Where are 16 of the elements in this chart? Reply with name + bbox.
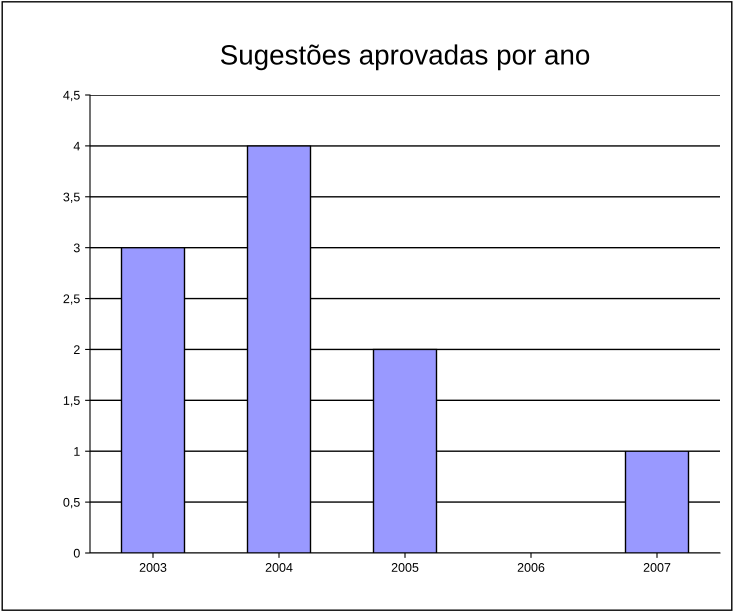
x-tick-label: 2005 — [392, 563, 418, 572]
y-tick-label: 1 — [74, 447, 80, 456]
y-tick-label: 2 — [74, 345, 80, 354]
y-tick-label: 3 — [74, 243, 80, 252]
chart-title: Sugestões aprovadas por ano — [220, 44, 590, 70]
x-tick-label: 2007 — [644, 563, 670, 572]
y-tick-label: 0 — [74, 548, 80, 558]
y-tick-label: 1,5 — [64, 396, 80, 406]
x-tick-label: 2004 — [266, 563, 293, 572]
y-tick-label: 4 — [74, 142, 80, 150]
y-tick-label: 4,5 — [63, 90, 80, 102]
y-tick-label: 2,5 — [64, 294, 80, 305]
y-tick-label: 3,5 — [63, 192, 80, 203]
x-tick-label: 2006 — [518, 563, 544, 572]
x-tick-label: 2003 — [140, 563, 166, 572]
y-tick-label: 0,5 — [63, 498, 80, 508]
